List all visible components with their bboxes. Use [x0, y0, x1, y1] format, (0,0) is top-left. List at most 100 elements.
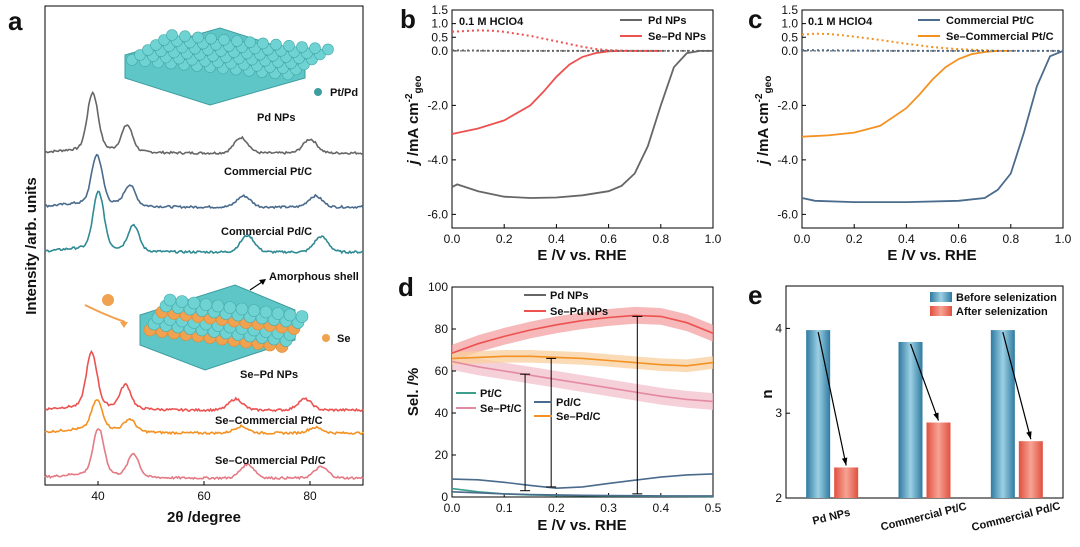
label-se-commercial-ptc: Se–Commercial Pt/C	[215, 415, 323, 427]
panel-label-d: d	[398, 272, 414, 302]
legend-label-d-se-pd-nps: Se–Pd NPs	[550, 306, 608, 318]
atom-ptpd	[175, 295, 189, 308]
panel-e-bars: Pd NPs Commercial Pt/C Commercial Pd/C	[806, 330, 1062, 534]
atom-ptpd	[257, 37, 269, 50]
x-tick-label-0-1: 0.1	[496, 501, 513, 515]
x-tick-label-1: 1.0	[1055, 232, 1072, 246]
x-tick-label-0: 0.0	[444, 501, 461, 515]
xrd-line-commercial-pd-c	[44, 190, 364, 255]
panel-d-ylabel: Sel. /%	[405, 368, 422, 416]
atom-ptpd	[295, 310, 309, 323]
pt-pd-legend-dot	[314, 88, 322, 96]
x-tick-label-0-6: 0.6	[600, 232, 617, 246]
atom-ptpd	[235, 302, 249, 316]
y-tick-label-1: 1.0	[431, 17, 448, 31]
arrow-head-icon	[1026, 431, 1032, 440]
atom-ptpd	[205, 32, 217, 45]
atom-ptpd	[211, 299, 225, 313]
x-tick-label-0-6: 0.6	[950, 232, 967, 246]
se-legend-label: Se	[337, 333, 350, 345]
series-line-pd-nps	[451, 473, 714, 490]
y-tick-label-4: -4.0	[777, 153, 798, 167]
atom-ptpd	[244, 36, 256, 49]
series-line-commercial-pt-c	[801, 50, 1064, 203]
y-tick-label-20: 20	[435, 448, 449, 462]
legend-label-se-ptc: Se–Pt/C	[480, 403, 522, 415]
panel-c-note: 0.1 M HClO4	[808, 16, 873, 28]
panel-c-ticks: 0.0 0.2 0.4 0.6 0.8 1.0-6.0-4.0-2.00.00.51.01…	[777, 3, 1071, 246]
y-tick-label-40: 40	[435, 406, 449, 420]
crystal-illustration-sepd	[84, 279, 309, 371]
panel-b-ticks: 0.0 0.2 0.4 0.6 0.8 1.0-6.0-4.0-2.00.00.51.01…	[427, 3, 721, 246]
panel-b-ylabel: j /mA cm-2geo	[404, 76, 424, 167]
xrd-line-commercial-pt-c	[44, 153, 364, 210]
label-se-pd-nps: Se–Pd NPs	[240, 369, 298, 381]
legend-label-se-pdc: Se–Pd/C	[556, 411, 601, 423]
bar-before-commercial-pd-c	[990, 330, 1015, 498]
atom-ptpd	[296, 41, 308, 53]
atom-ptpd	[309, 42, 321, 55]
panel-e: 2 3 4 Pd NPs Commercial Pt/C Commercial Pd/C…	[759, 285, 1064, 534]
panel-label-b: b	[400, 4, 416, 34]
bar-after-commercial-pd-c	[1018, 441, 1043, 498]
legend-label-commercial-ptc: Commercial Pt/C	[946, 15, 1034, 27]
atom-ptpd	[247, 304, 261, 317]
atom-ptpd	[179, 30, 191, 43]
y-tick-label-0-5: 0.5	[431, 30, 448, 44]
panel-e-ylabel: n	[759, 389, 776, 398]
panel-d: 0.0 0.1 0.2 0.3 0.4 0.5 0 20 40 60 80 100 Pd NPs Se…	[405, 280, 722, 534]
x-tick-label-60: 60	[197, 489, 211, 503]
atom-ptpd	[231, 35, 243, 47]
panel-c: 0.0 0.2 0.4 0.6 0.8 1.0-6.0-4.0-2.00.00.51.01…	[754, 3, 1072, 264]
series-line-pd-nps-dotted	[451, 49, 713, 52]
series-line-se-pd-nps	[451, 50, 661, 135]
atom-ptpd	[322, 43, 334, 56]
y-tick-label-1-5: 1.5	[781, 3, 798, 17]
y-tick-label-1: 1.0	[781, 17, 798, 31]
x-tick-label-0-4: 0.4	[548, 232, 565, 246]
y-tick-label-100: 100	[428, 280, 448, 294]
y-tick-label-60: 60	[435, 364, 449, 378]
label-commercial-pdc: Commercial Pd/C	[221, 226, 312, 238]
legend-label-before: Before selenization	[956, 292, 1057, 304]
atom-ptpd	[270, 38, 282, 51]
panel-b-note: 0.1 M HClO4	[459, 16, 524, 28]
x-tick-label-1: 1.0	[705, 232, 722, 246]
panel-a-xlabel: 2θ /degree	[167, 509, 241, 526]
legend-label-se-pd-nps: Se–Pd NPs	[648, 31, 706, 43]
x-tick-label-0-5: 0.5	[705, 501, 722, 515]
y-tick-label-2: -2.0	[777, 98, 798, 112]
panel-d-frame	[451, 286, 714, 498]
legend-label-ptc: Pt/C	[480, 388, 502, 400]
atom-ptpd	[166, 29, 178, 41]
panel-a-lines	[44, 90, 364, 481]
series-line-se-commercial-pt-c	[801, 50, 1011, 138]
panel-c-xlabel: E /V vs. RHE	[887, 247, 976, 264]
series-line-se-pd-nps	[451, 314, 714, 354]
panel-b-lines	[451, 29, 713, 199]
bar-before-pd-nps	[806, 330, 831, 498]
x-tick-label-pd-nps: Pd NPs	[811, 507, 851, 528]
y-tick-label-0: 0	[441, 490, 448, 504]
y-tick-label-2: -2.0	[427, 98, 448, 112]
legend-label-se-commercial-ptc: Se–Commercial Pt/C	[946, 31, 1054, 43]
se-atom-icon	[102, 294, 114, 306]
y-tick-label-1-5: 1.5	[431, 3, 448, 17]
legend-label-pd-nps: Pd NPs	[648, 15, 687, 27]
atom-ptpd	[218, 33, 230, 46]
arrow-head-icon	[933, 412, 939, 421]
arrow-head-icon	[841, 457, 848, 466]
se-legend-dot	[322, 334, 330, 342]
band-se-pt-c	[452, 353, 713, 410]
atom-ptpd	[283, 308, 297, 322]
panel-c-frame	[801, 9, 1064, 229]
x-tick-label-0-4: 0.4	[898, 232, 915, 246]
x-tick-label-commercial-pd-c: Commercial Pd/C	[970, 500, 1061, 534]
xrd-line-pd-nps	[44, 90, 364, 155]
legend-swatch-before	[930, 292, 952, 302]
atom-ptpd	[271, 307, 285, 320]
series-line-pd-c	[451, 491, 713, 497]
arrow-line-commercial-pt-c	[909, 343, 940, 421]
amorphous-shell-label: Amorphous shell	[269, 271, 359, 283]
y-tick-label-0-5: 0.5	[781, 30, 798, 44]
